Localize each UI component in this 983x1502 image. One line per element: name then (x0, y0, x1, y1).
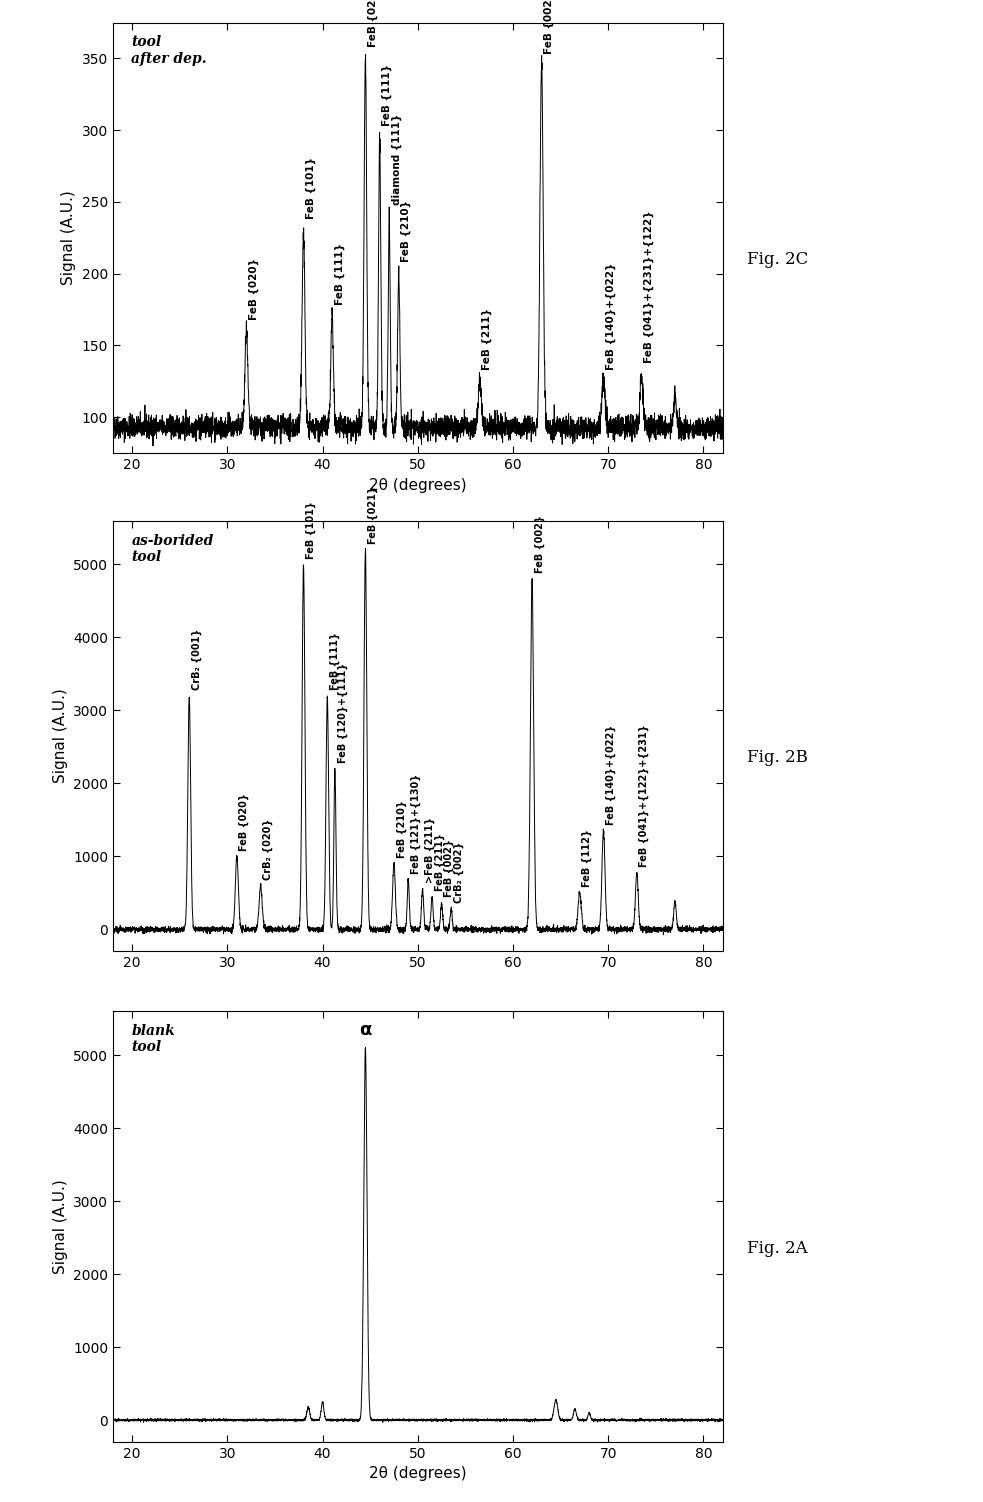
Text: FeB {140}+{022}: FeB {140}+{022} (606, 263, 616, 369)
Text: FeB {210}: FeB {210} (396, 801, 407, 858)
Text: α: α (359, 1021, 372, 1039)
Text: FeB {002}: FeB {002} (544, 0, 554, 54)
Text: FeB {210}: FeB {210} (401, 200, 411, 263)
Text: FeB {020}: FeB {020} (239, 793, 250, 850)
Text: FeB {121}+{130}: FeB {121}+{130} (411, 774, 421, 874)
Text: Fig. 2C: Fig. 2C (747, 251, 808, 267)
Text: Fig. 2A: Fig. 2A (747, 1239, 808, 1257)
Text: FeB {101}: FeB {101} (306, 500, 317, 559)
Text: FeB {002}: FeB {002} (535, 515, 545, 574)
Text: FeB {211}: FeB {211} (482, 308, 492, 369)
Text: CrB₂ {002}: CrB₂ {002} (453, 841, 464, 903)
X-axis label: 2θ (degrees): 2θ (degrees) (369, 1466, 467, 1481)
Text: as-borided
tool: as-borided tool (132, 533, 213, 563)
Y-axis label: Signal (A.U.): Signal (A.U.) (52, 1179, 68, 1274)
Text: FeB {111}: FeB {111} (329, 632, 340, 689)
Text: FeB {101}: FeB {101} (306, 158, 317, 219)
Text: blank
tool: blank tool (132, 1024, 175, 1054)
Text: CrB₂ {001}: CrB₂ {001} (192, 629, 202, 689)
Text: FeB {020}: FeB {020} (249, 258, 259, 320)
Text: CrB₂ {020}: CrB₂ {020} (263, 819, 273, 880)
Text: tool
after dep.: tool after dep. (132, 36, 207, 66)
Text: FeB {041}+{231}+{122}: FeB {041}+{231}+{122} (644, 210, 655, 362)
Text: diamond {111}: diamond {111} (391, 114, 402, 204)
Text: FeB {140}+{022}: FeB {140}+{022} (606, 725, 616, 825)
Text: FeB {002}: FeB {002} (444, 840, 454, 897)
Text: FeB {041}+{122}+{231}: FeB {041}+{122}+{231} (639, 724, 650, 867)
Text: FeB {211}: FeB {211} (434, 832, 444, 891)
Text: FeB {111}: FeB {111} (382, 65, 392, 126)
X-axis label: 2θ (degrees): 2θ (degrees) (369, 478, 467, 493)
Text: FeB {021}: FeB {021} (368, 487, 378, 544)
Text: FeB {021}: FeB {021} (368, 0, 378, 47)
Text: FeB {112}: FeB {112} (582, 829, 593, 888)
Text: >FeB {211}: >FeB {211} (425, 817, 435, 883)
Text: FeB {120}+{111}: FeB {120}+{111} (337, 662, 348, 763)
Text: FeB {111}: FeB {111} (334, 243, 345, 305)
Text: Fig. 2B: Fig. 2B (747, 749, 808, 766)
Y-axis label: Signal (A.U.): Signal (A.U.) (52, 688, 68, 784)
Y-axis label: Signal (A.U.): Signal (A.U.) (61, 191, 77, 285)
